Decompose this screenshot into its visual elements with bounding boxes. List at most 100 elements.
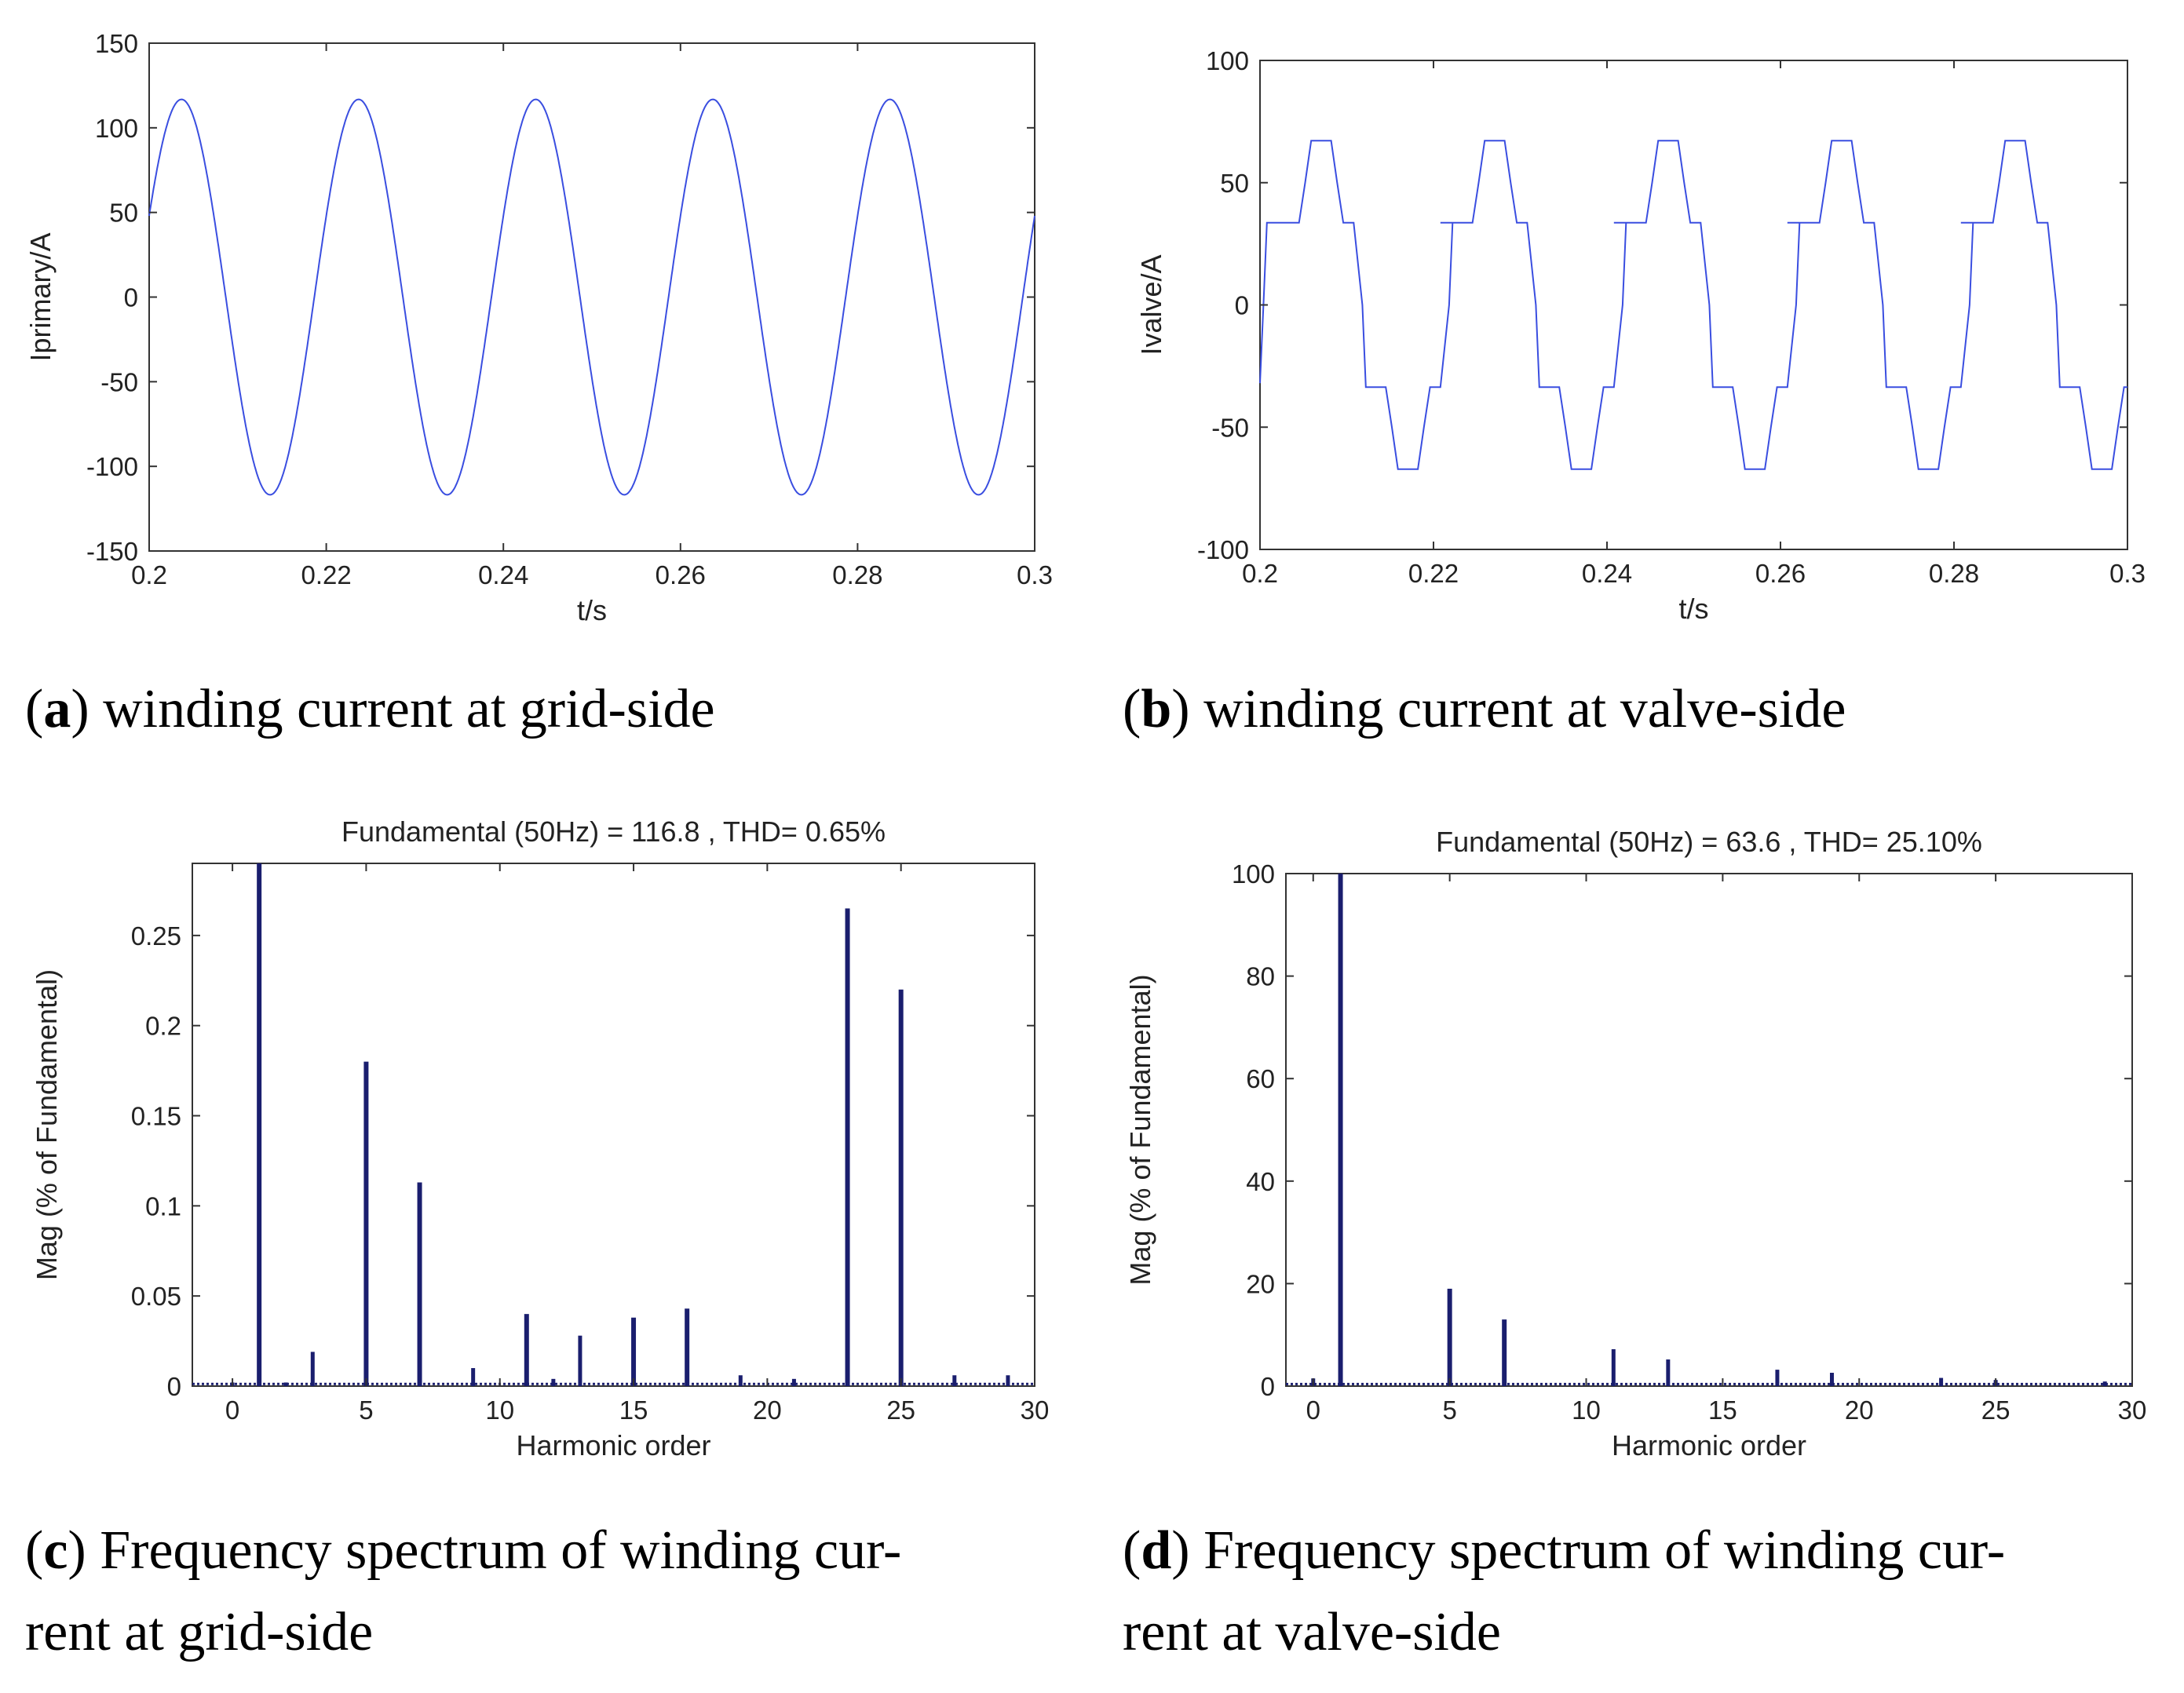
y-tick-label: 0 (1261, 1372, 1275, 1401)
bar-h17 (685, 1308, 690, 1386)
bar-h27 (952, 1375, 957, 1386)
caption-d-text: Frequency spectrum of winding cur- (1203, 1520, 2006, 1581)
x-tick-label: 0.24 (1582, 559, 1632, 588)
y-tick-label: -150 (86, 537, 138, 566)
bar-h19 (738, 1375, 743, 1386)
bar-h13 (578, 1335, 583, 1386)
bar-h11 (1611, 1348, 1616, 1386)
y-tick-label: 50 (109, 199, 138, 228)
y-tick-label: 0 (124, 283, 138, 312)
caption-c-label: c (43, 1520, 68, 1581)
plot-frame-c (192, 863, 1035, 1387)
bar-h1 (1338, 874, 1343, 1386)
x-tick-label: 0 (225, 1396, 239, 1425)
x-tick-label: 0.28 (832, 560, 882, 589)
x-tick-label: 30 (1021, 1396, 1050, 1425)
x-tick-label: 0.26 (656, 560, 706, 589)
series-line-a (148, 98, 1035, 496)
x-tick-label: 0.26 (1755, 559, 1806, 588)
y-tick-label: 0.1 (145, 1191, 181, 1220)
caption-c: (c) Frequency spectrum of winding cur-re… (25, 1520, 902, 1662)
chart-b: 0.2 0.22 0.24 0.26 0.28 0.3 100 50 0 -50 -100 t/s Iv… (1135, 46, 2146, 625)
y-tick-label: 0.15 (131, 1102, 181, 1131)
caption-c-text: Frequency spectrum of winding cur- (100, 1520, 902, 1581)
x-tick-label: 0.22 (301, 560, 351, 589)
plot-frame-d (1285, 873, 2133, 1387)
x-tick-label: 0.2 (131, 560, 167, 589)
y-tick-label: 0.2 (145, 1012, 181, 1041)
caption-a: (a) winding current at grid-side (25, 679, 715, 739)
y-axis-label: Iprimary/A (24, 232, 57, 361)
x-tick-label: 5 (359, 1396, 373, 1425)
x-tick-label: 5 (1442, 1396, 1456, 1425)
x-axis-label: t/s (1678, 593, 1708, 625)
y-tick-label: 100 (1232, 859, 1275, 888)
caption-c-text-2: rent at grid-side (25, 1602, 374, 1662)
bar-h3 (310, 1352, 315, 1386)
caption-a-label: a (43, 679, 71, 739)
y-tick-label: 0.25 (131, 921, 181, 950)
x-tick-label: 0.3 (1017, 560, 1053, 589)
x-tick-label: 15 (1708, 1396, 1737, 1425)
x-axis-label: Harmonic order (1612, 1429, 1806, 1461)
x-tick-label: 20 (753, 1396, 782, 1425)
y-axis-label: Mag (% of Fundamental) (31, 969, 63, 1280)
y-tick-label: 0 (167, 1372, 181, 1401)
bar-h21 (791, 1378, 796, 1386)
x-tick-label: 25 (1981, 1396, 2011, 1425)
caption-b-text: winding current at valve-side (1203, 679, 1846, 739)
y-tick-label: -100 (86, 452, 138, 481)
bar-h11 (524, 1314, 529, 1386)
x-tick-label: 0.3 (2109, 559, 2146, 588)
chart-a: 0.2 0.22 0.24 0.26 0.28 0.3 150 100 50 0 -50 -100 -1… (24, 29, 1053, 626)
x-tick-label: 25 (886, 1396, 915, 1425)
bar-h13 (1666, 1359, 1671, 1386)
x-tick-label: 0.22 (1408, 559, 1459, 588)
bar-h5 (363, 1061, 369, 1386)
bar-h23 (1939, 1377, 1944, 1386)
x-tick-label: 15 (619, 1396, 648, 1425)
bar-h15 (631, 1317, 637, 1386)
y-tick-label: 40 (1246, 1167, 1275, 1196)
y-axis-label: Mag (% of Fundamental) (1124, 974, 1156, 1285)
y-axis-label: Ivalve/A (1135, 254, 1167, 355)
series-line-b (1259, 140, 2127, 470)
y-tick-label: -100 (1197, 535, 1249, 564)
x-tick-label: 0.2 (1242, 559, 1278, 588)
bar-h29 (1006, 1375, 1010, 1386)
bar-h12 (551, 1378, 556, 1386)
x-tick-label: 10 (485, 1396, 514, 1425)
chart-c: 0 5 10 15 20 25 30 0 0.05 0.1 0.15 0.2 0.25 Harmonic … (31, 815, 1049, 1461)
caption-d: (d) Frequency spectrum of winding cur-re… (1123, 1520, 2006, 1662)
bar-h2 (283, 1382, 288, 1386)
chart-title: Fundamental (50Hz) = 116.8 , THD= 0.65% (341, 815, 886, 848)
x-tick-label: 0.24 (478, 560, 528, 589)
y-tick-label: 60 (1246, 1064, 1275, 1093)
caption-a-text: winding current at grid-side (103, 679, 715, 739)
bar-h25 (898, 989, 904, 1386)
bar-h7 (417, 1182, 422, 1386)
x-tick-label: 20 (1845, 1396, 1874, 1425)
y-tick-label: 50 (1220, 169, 1249, 198)
chart-d: 0 5 10 15 20 25 30 100 80 60 40 20 0 Harmonic order Ma… (1124, 826, 2146, 1461)
x-tick-label: 0.28 (1929, 559, 1979, 588)
plot-frame-b (1259, 60, 2128, 550)
caption-b-label: b (1141, 679, 1172, 739)
caption-d-text-2: rent at valve-side (1123, 1602, 1502, 1662)
bar-h29 (2102, 1381, 2107, 1386)
caption-b: (b) winding current at valve-side (1123, 679, 1846, 739)
bar-h7 (1502, 1319, 1507, 1386)
y-tick-label: -50 (1211, 413, 1249, 442)
y-tick-label: 20 (1246, 1269, 1275, 1298)
caption-d-label: d (1141, 1520, 1172, 1581)
y-tick-label: 80 (1246, 962, 1275, 991)
x-tick-label: 30 (2118, 1396, 2147, 1425)
x-axis-label: t/s (577, 594, 607, 626)
bar-h17 (1775, 1370, 1780, 1386)
x-axis-label: Harmonic order (516, 1429, 710, 1461)
y-tick-label: 100 (1206, 46, 1249, 75)
bar-h9 (471, 1368, 476, 1386)
bar-h5 (1447, 1288, 1452, 1386)
y-tick-label: 0 (1235, 291, 1249, 320)
